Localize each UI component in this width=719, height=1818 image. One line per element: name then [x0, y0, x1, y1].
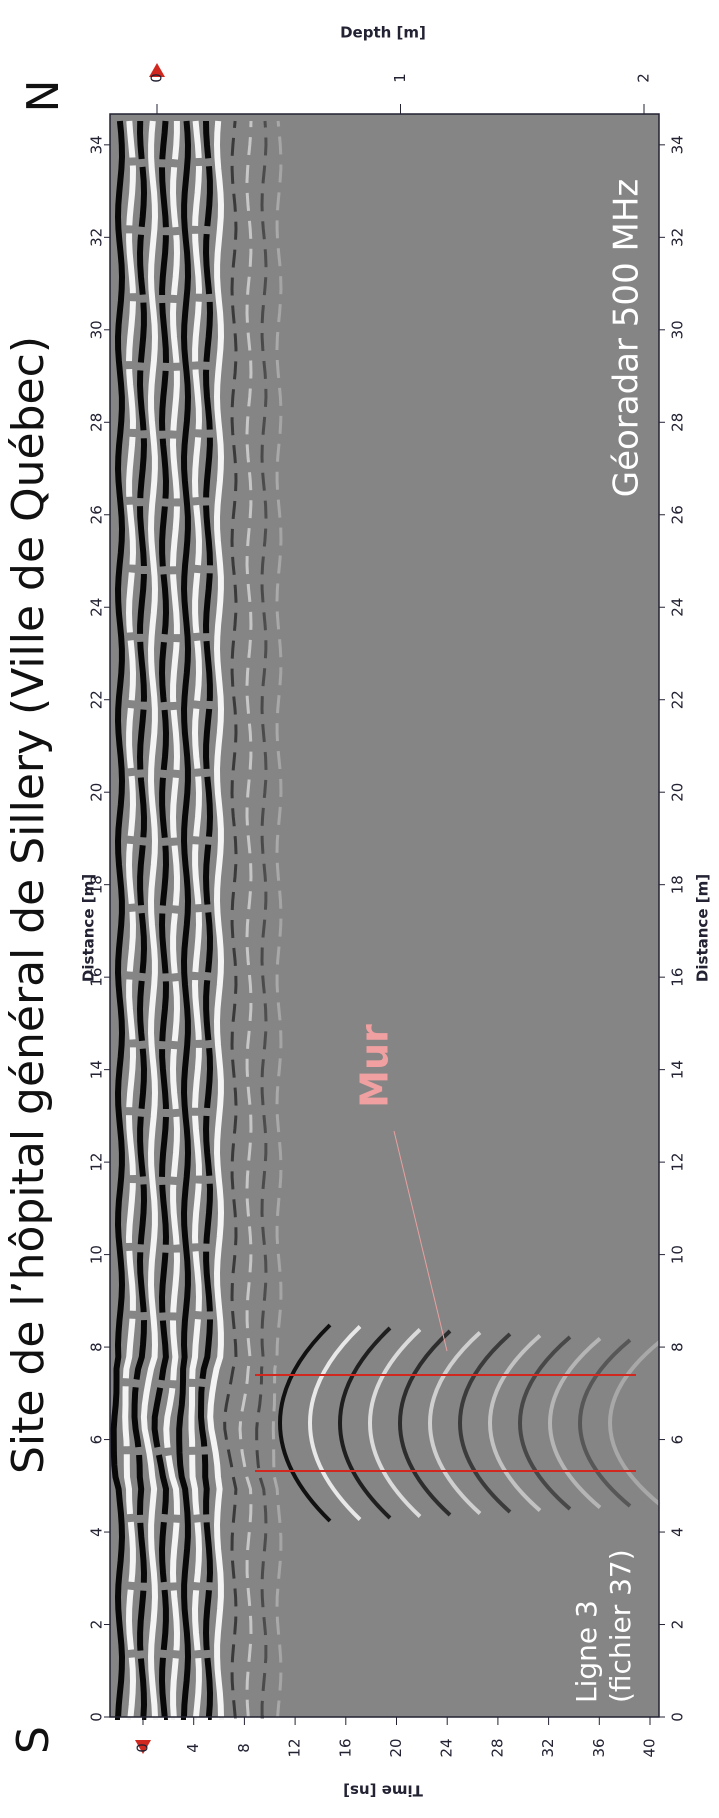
distance-tick-label: 8 [88, 1342, 106, 1352]
reflection-band [131, 120, 148, 1720]
distance-tick-label: 26 [88, 505, 106, 524]
distance-tick-label: 0 [669, 1712, 687, 1722]
hyperbola-arc [458, 1332, 512, 1514]
hyperbola-arc [368, 1328, 422, 1518]
distance-axis-title: Distance [m] [80, 874, 98, 982]
annotation-pointer [393, 1130, 448, 1352]
time-tick-label: 40 [641, 1738, 659, 1757]
time-tick-label: 36 [590, 1738, 608, 1757]
title: Site de l’hôpital général de Sillery (Vi… [3, 336, 54, 1474]
distance-tick-label: 24 [88, 598, 106, 617]
distance-tick-label: 22 [88, 690, 106, 709]
file-label: (fichier 37) [604, 1549, 637, 1703]
distance-tick-label: 6 [669, 1435, 687, 1445]
distance-tick-label: 28 [88, 413, 106, 432]
distance-tick-label: 34 [669, 135, 687, 154]
distance-tick-label: 18 [88, 875, 106, 894]
reflection-band [207, 120, 225, 1720]
distance-tick-label: 24 [669, 598, 687, 617]
reflection-band [223, 120, 238, 1719]
time-tick-label: 8 [235, 1743, 253, 1753]
time-tick-label: 24 [438, 1738, 456, 1757]
depth-tick-label: 1 [391, 73, 409, 83]
distance-tick-label: 32 [669, 228, 687, 247]
distance-tick-label: 16 [669, 968, 687, 987]
reflection-band [188, 120, 203, 1720]
hyperbola-arc [398, 1329, 452, 1517]
distance-tick-label: 4 [88, 1527, 106, 1537]
distance-tick-label: 4 [669, 1527, 687, 1537]
distance-tick-label: 2 [88, 1620, 106, 1630]
hyperbola-arc [278, 1323, 332, 1523]
distance-tick-label: 22 [669, 690, 687, 709]
hyperbola-arc [578, 1338, 632, 1508]
reflection-band [122, 120, 137, 1720]
band-fade [250, 114, 310, 1717]
hyperbola-arc [608, 1339, 662, 1507]
distance-tick-label: 0 [88, 1712, 106, 1722]
distance-tick-label: 20 [669, 783, 687, 802]
hyperbola-arc [428, 1331, 482, 1515]
distance-tick-label: 10 [88, 1245, 106, 1264]
depth-axis-title: Depth [m] [340, 24, 426, 42]
time-tick-label: 12 [286, 1738, 304, 1757]
distance-tick-label: 26 [669, 505, 687, 524]
south-label: S [8, 1726, 59, 1754]
plot-frame [109, 113, 660, 1718]
hyperbola-arc [308, 1325, 362, 1521]
time-tick-label: 20 [387, 1738, 405, 1757]
time-tick-label: 4 [184, 1743, 202, 1753]
reflection-band [151, 120, 170, 1720]
time-tick-label: 16 [336, 1738, 354, 1757]
distance-tick-label: 10 [669, 1245, 687, 1264]
distance-tick-label: 32 [88, 228, 106, 247]
time-tick-label: 28 [488, 1738, 506, 1757]
distance-tick-label: 14 [669, 1060, 687, 1079]
hyperbola-arc [488, 1333, 542, 1513]
north-label: N [18, 80, 69, 113]
distance-tick-label: 6 [88, 1435, 106, 1445]
distance-tick-label: 30 [88, 320, 106, 339]
distance-tick-label: 12 [669, 1153, 687, 1172]
time-tick-label: 0 [134, 1743, 152, 1753]
depth-tick-label: 0 [148, 73, 166, 83]
distance-tick-label: 14 [88, 1060, 106, 1079]
distance-tick-label: 34 [88, 135, 106, 154]
distance-tick-label: 2 [669, 1620, 687, 1630]
depth-tick-label: 2 [635, 73, 653, 83]
depth-zero-marker [149, 63, 165, 77]
hyperbola-arc [518, 1335, 572, 1511]
time-tick-label: 32 [539, 1738, 557, 1757]
reflection-band [110, 120, 126, 1720]
distance-tick-label: 28 [669, 413, 687, 432]
reflection-band [140, 120, 159, 1720]
hyperbola-arc [338, 1326, 392, 1520]
distance-tick-label: 18 [669, 875, 687, 894]
reflection-band [176, 120, 192, 1720]
hyperbola-arc [548, 1336, 602, 1510]
instrument-label: Géoradar 500 MHz [607, 179, 647, 498]
distance-axis-title: Distance [m] [694, 874, 712, 982]
line-label: Ligne 3 [570, 1600, 603, 1703]
distance-tick-label: 20 [88, 783, 106, 802]
wall-hyperbola [278, 1323, 662, 1523]
feature-label: Mur [353, 1024, 397, 1108]
distance-tick-label: 16 [88, 968, 106, 987]
distance-tick-label: 30 [669, 320, 687, 339]
reflection-band [163, 121, 181, 1720]
distance-tick-label: 8 [669, 1342, 687, 1352]
time-zero-marker [135, 1740, 151, 1754]
time-axis-title: Time [ns] [343, 1782, 423, 1800]
distance-tick-label: 12 [88, 1153, 106, 1172]
reflection-band [197, 120, 214, 1720]
